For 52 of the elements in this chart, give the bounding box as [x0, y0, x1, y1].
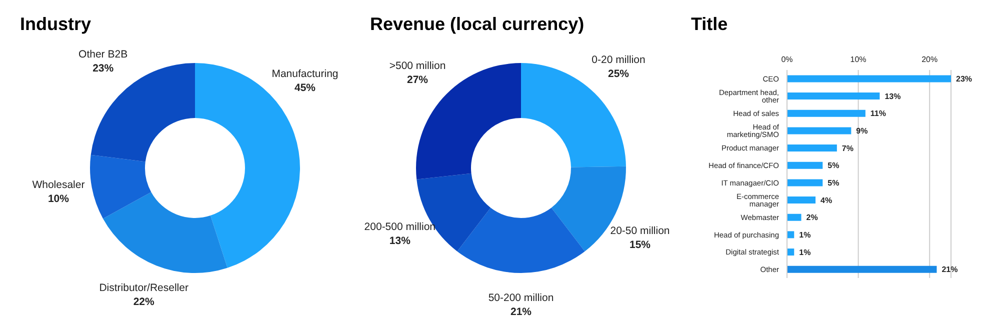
bar: [787, 196, 816, 204]
data-label: 4%: [820, 196, 832, 205]
bar: [787, 127, 852, 134]
bar: [787, 162, 823, 169]
data-label: 45%: [294, 82, 316, 94]
data-label: 9%: [856, 126, 868, 136]
data-label: 13%: [884, 92, 901, 101]
slice-label: Wholesaler: [32, 179, 86, 192]
donut-slice: [90, 154, 152, 219]
slice-label: >500 million: [389, 60, 446, 72]
data-label: 23%: [92, 62, 114, 75]
donut-slice: [90, 63, 195, 162]
data-label: 5%: [828, 161, 840, 170]
data-label: 21%: [942, 265, 958, 274]
bar: [787, 179, 823, 186]
x-tick-label: 20%: [922, 55, 938, 64]
data-label: 15%: [629, 238, 652, 251]
bar: [787, 110, 866, 117]
chart-title: Industry: [20, 14, 92, 35]
data-label: 13%: [389, 235, 412, 248]
data-label: 5%: [828, 178, 840, 188]
bar: [787, 214, 802, 221]
bar: [787, 144, 837, 152]
x-tick-label: 10%: [850, 55, 866, 64]
data-label: 22%: [133, 296, 155, 308]
data-label: 11%: [870, 109, 886, 118]
bar: [787, 92, 880, 100]
slice-label: 50-200 million: [488, 292, 554, 304]
donut-slice: [457, 208, 585, 273]
data-label: 21%: [510, 306, 532, 318]
slice-label: Other B2B: [78, 48, 128, 61]
data-label: 1%: [799, 230, 811, 240]
bar: [787, 248, 794, 256]
data-label: 25%: [608, 68, 630, 80]
bar: [787, 231, 794, 238]
data-label: 10%: [48, 193, 70, 206]
slice-label: 200-500 million: [364, 221, 436, 234]
bar: [787, 75, 951, 82]
data-label: 7%: [842, 144, 854, 153]
data-label: 23%: [956, 74, 972, 84]
slice-label: 20-50 million: [610, 224, 670, 237]
x-tick-label: 0%: [781, 55, 793, 64]
chart-title: Revenue (local currency): [370, 14, 584, 35]
data-label: 1%: [799, 248, 811, 257]
chart-title: Title: [691, 14, 728, 35]
slice-label: Manufacturing: [272, 68, 338, 80]
donut-slice: [102, 192, 228, 273]
data-label: 2%: [806, 213, 818, 222]
slice-label: 0-20 million: [592, 54, 646, 66]
data-label: 27%: [407, 74, 429, 86]
bar: [787, 266, 937, 273]
slice-label: Distributor/Reseller: [99, 282, 189, 294]
